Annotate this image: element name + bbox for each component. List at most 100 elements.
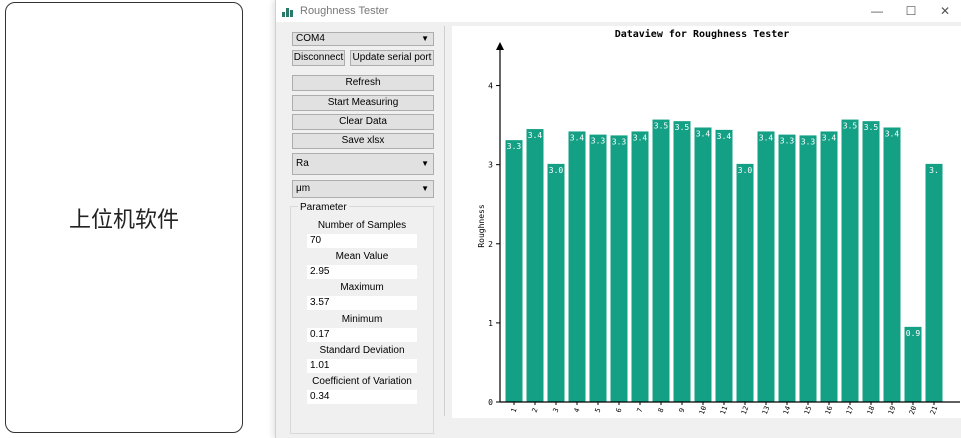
bar [862,121,880,403]
bar-value-label: 3.3 [780,137,795,146]
bar-value-label: 3.3 [507,142,522,151]
bar [589,134,607,403]
bar [652,119,670,402]
bar [694,127,712,403]
x-tick-label: 18 [866,405,876,416]
y-axis-label: Roughness [477,204,486,248]
x-tick-label: 3 [552,407,561,414]
chart-title: Dataview for Roughness Tester [615,28,790,40]
x-tick-label: 9 [678,407,687,414]
parameter-select-value: Ra [296,158,309,169]
chart-area: Dataview for Roughness Tester Roughness 3.… [452,26,961,418]
bar-value-label: 3.5 [864,123,879,132]
y-tick-label: 3 [488,161,493,170]
port-select[interactable]: COM4 ▼ [292,32,434,46]
title-bar: Roughness Tester — ☐ ✕ [276,0,961,22]
parameter-select[interactable]: Ra ▼ [292,153,434,175]
param-label-minimum: Minimum [341,314,383,325]
bar-value-label: 3.4 [633,133,648,142]
x-tick-label: 19 [887,405,897,416]
minimize-button[interactable]: — [871,4,883,18]
bar [715,129,733,402]
bar [799,135,817,402]
disconnect-button[interactable]: Disconnect [292,50,345,66]
x-tick-label: 4 [573,407,582,414]
bar-chart: Dataview for Roughness Tester Roughness 3.… [477,28,960,416]
app-window: Roughness Tester — ☐ ✕ COM4 ▼ Disconnect… [275,0,961,438]
close-button[interactable]: ✕ [939,4,951,18]
x-tick-label: 7 [636,407,645,414]
y-tick-label: 4 [488,82,493,91]
x-tick-label: 15 [803,405,813,416]
bar-value-label: 3.3 [801,137,816,146]
x-tick-label: 21 [929,405,939,416]
bar-value-label: 3.4 [696,129,711,138]
x-tick-label: 10 [698,405,708,416]
start-measuring-button[interactable]: Start Measuring [292,95,434,111]
panel-divider [444,26,445,416]
param-value-cv: 0.34 [307,390,417,404]
update-port-button[interactable]: Update serial port [350,50,434,66]
x-tick-label: 13 [761,405,771,416]
param-value-maximum: 3.57 [307,296,417,310]
bar [904,326,922,402]
bar-value-label: 3.4 [759,133,774,142]
bar [778,134,796,403]
x-tick-label: 12 [740,405,750,416]
chevron-down-icon: ▼ [421,159,429,168]
param-label-samples: Number of Samples [317,220,407,231]
app-chart-icon [282,5,294,17]
side-label-box: 上位机软件 [5,2,243,433]
bar-value-label: 3.4 [717,132,732,141]
bar [820,131,838,402]
chevron-down-icon: ▼ [421,184,429,193]
param-label-stddev: Standard Deviation [319,345,405,356]
x-tick-label: 16 [824,405,834,416]
bar [505,140,523,402]
bar [925,163,943,402]
bar [631,131,649,402]
maximize-button[interactable]: ☐ [905,4,917,18]
side-label: 上位机软件 [68,207,179,233]
parameter-group [290,206,434,434]
bar [568,131,586,402]
y-axis-arrow-icon [496,42,504,50]
unit-select-value: μm [296,183,311,194]
x-tick-label: 1 [510,407,519,414]
bar-value-label: 3.5 [675,123,690,132]
param-label-mean: Mean Value [335,251,389,262]
param-value-stddev: 1.01 [307,359,417,373]
refresh-button[interactable]: Refresh [292,75,434,91]
bar [526,129,544,403]
bar-value-label: 3.0 [549,166,564,175]
x-tick-label: 6 [615,407,624,414]
bar-value-label: 3.3 [612,137,627,146]
param-value-samples: 70 [307,234,417,248]
bar [736,163,754,402]
clear-data-button[interactable]: Clear Data [292,114,434,130]
save-xlsx-button[interactable]: Save xlsx [292,133,434,149]
param-label-maximum: Maximum [340,282,384,293]
param-label-cv: Coefficient of Variation [312,376,412,387]
y-tick-label: 0 [488,398,493,407]
control-panel: COM4 ▼ Disconnect Update serial port Ref… [276,22,444,438]
param-value-minimum: 0.17 [307,328,417,342]
bar-value-label: 3.4 [570,133,585,142]
bar [883,127,901,403]
x-tick-label: 11 [719,405,729,416]
param-value-mean: 2.95 [307,265,417,279]
bar-value-label: 3.4 [822,133,837,142]
bar-value-label: 3.3 [591,137,606,146]
x-tick-label: 17 [845,405,855,416]
window-title: Roughness Tester [300,5,389,17]
unit-select[interactable]: μm ▼ [292,180,434,198]
x-tick-label: 8 [657,407,666,414]
bar [673,121,691,403]
x-tick-label: 2 [531,407,540,414]
bar-value-label: 3.0 [738,166,753,175]
bar [547,163,565,402]
y-tick-label: 1 [488,319,493,328]
bar-value-label: 3.5 [843,122,858,131]
x-tick-label: 20 [908,405,918,416]
port-select-value: COM4 [296,33,325,44]
